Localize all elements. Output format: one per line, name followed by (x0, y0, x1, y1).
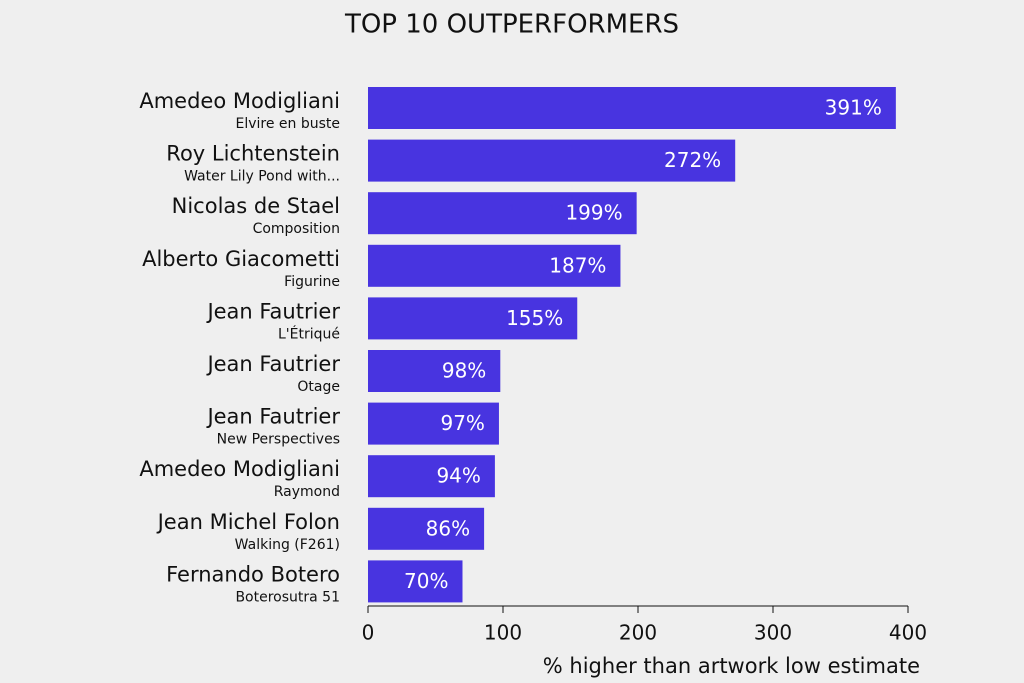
chart-title: TOP 10 OUTPERFORMERS (344, 10, 679, 40)
bar (368, 560, 463, 603)
value-label: 94% (436, 464, 480, 488)
artwork-label: Figurine (284, 274, 340, 290)
x-axis-label: % higher than artwork low estimate (543, 654, 920, 678)
bar (368, 297, 578, 340)
value-label: 391% (825, 96, 882, 120)
artist-label: Jean Fautrier (205, 405, 340, 429)
artist-label: Amedeo Modigliani (139, 457, 340, 481)
artist-label: Nicolas de Stael (172, 194, 340, 218)
artwork-label: Elvire en buste (235, 116, 340, 132)
artwork-label: Walking (F261) (235, 537, 340, 553)
x-tick-label: 0 (362, 621, 375, 645)
value-label: 86% (426, 516, 470, 540)
artist-label: Fernando Botero (166, 562, 340, 586)
value-label: 199% (565, 201, 622, 225)
x-tick-label: 400 (889, 621, 927, 645)
bar (368, 402, 499, 445)
bar (368, 507, 485, 550)
artwork-label: Boterosutra 51 (235, 589, 340, 605)
artist-label: Amedeo Modigliani (139, 89, 340, 113)
bar (368, 139, 736, 182)
artwork-label: Water Lily Pond with... (184, 169, 340, 185)
artist-label: Jean Michel Folon (156, 510, 340, 534)
value-label: 98% (442, 359, 486, 383)
artwork-label: Otage (297, 379, 340, 395)
value-label: 97% (440, 411, 484, 435)
artist-label: Jean Fautrier (205, 352, 340, 376)
artist-label: Jean Fautrier (205, 299, 340, 323)
bar (368, 87, 896, 129)
x-tick-label: 100 (484, 621, 522, 645)
artwork-label: New Perspectives (217, 432, 340, 448)
bar (368, 350, 501, 392)
bar (368, 192, 637, 235)
value-label: 155% (506, 306, 563, 330)
artist-label: Roy Lichtenstein (166, 142, 340, 166)
value-label: 70% (404, 569, 448, 593)
artwork-label: L'Étriqué (278, 325, 340, 342)
x-tick-label: 200 (619, 621, 657, 645)
value-label: 187% (549, 253, 606, 277)
value-label: 272% (664, 148, 721, 172)
artwork-label: Composition (253, 221, 340, 237)
artwork-label: Raymond (274, 484, 340, 500)
x-tick-label: 300 (754, 621, 792, 645)
bar (368, 455, 495, 498)
artist-label: Alberto Giacometti (142, 247, 340, 271)
bar (368, 244, 621, 287)
